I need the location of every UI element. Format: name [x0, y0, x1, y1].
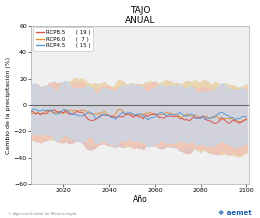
Text: © Agencia Estatal de Meteorología: © Agencia Estatal de Meteorología [8, 212, 76, 216]
Y-axis label: Cambio de la precipitación (%): Cambio de la precipitación (%) [5, 56, 11, 153]
Title: TAJO
ANUAL: TAJO ANUAL [125, 5, 155, 25]
X-axis label: Año: Año [133, 195, 147, 204]
Text: ❖ aemet: ❖ aemet [218, 210, 252, 216]
Legend: RCP8.5      ( 19 ), RCP6.0      (  7 ), RCP4.5      ( 15 ): RCP8.5 ( 19 ), RCP6.0 ( 7 ), RCP4.5 ( 15… [33, 27, 93, 51]
